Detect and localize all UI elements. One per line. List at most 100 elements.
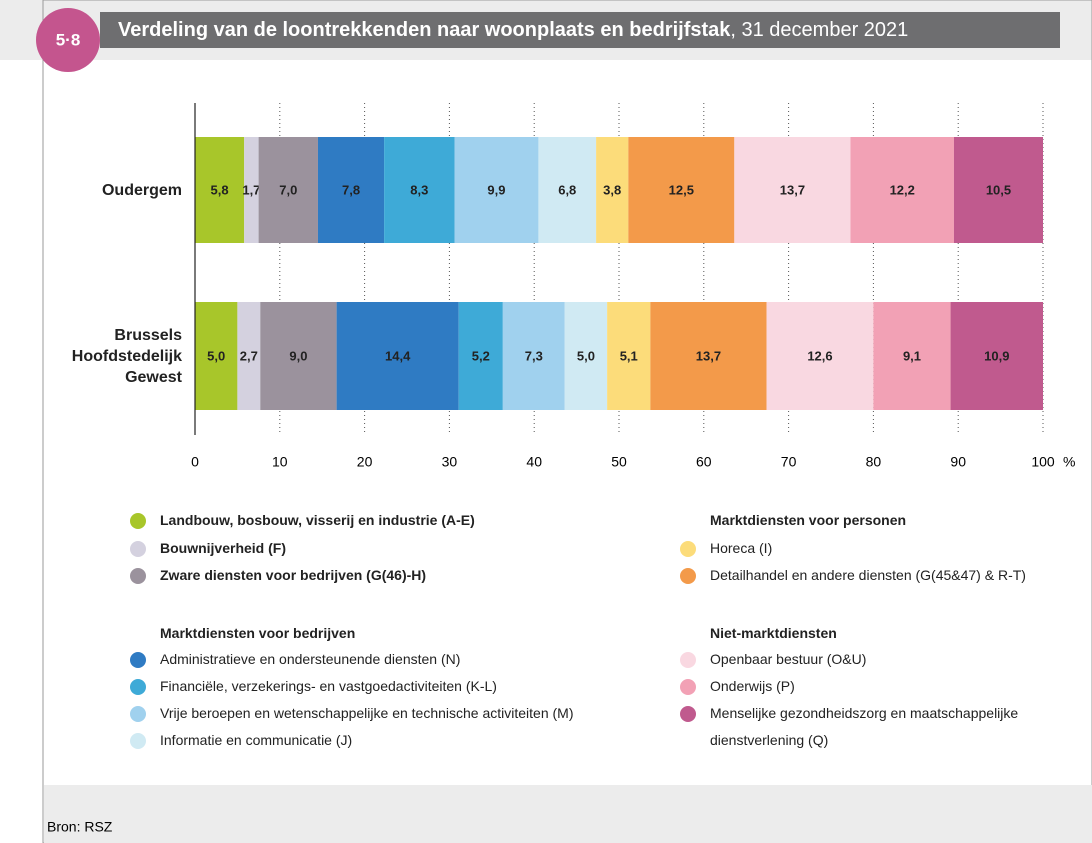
bar-segment [564,302,608,410]
x-tick-label: 10 [272,454,288,470]
bar-segment [244,137,259,243]
legend-label: Onderwijs (P) [710,678,795,694]
bar-segment [953,137,1043,243]
value-label: 13,7 [780,182,805,197]
x-tick-label: 80 [866,454,882,470]
value-label: 2,7 [240,348,258,363]
value-label: 1,7 [242,182,260,197]
x-tick-label: 30 [442,454,458,470]
title-bar [100,12,1060,48]
value-label: 12,6 [807,348,832,363]
value-label: 13,7 [696,348,721,363]
title-suffix: , 31 december 2021 [730,19,908,41]
bar-segment [596,137,629,243]
x-tick-label: 20 [357,454,373,470]
x-unit: % [1063,454,1075,470]
value-label: 5,1 [620,348,638,363]
value-label: 9,9 [487,182,505,197]
legend-swatch [680,568,696,584]
value-label: 14,4 [385,348,411,363]
value-label: 5,0 [207,348,225,363]
bar-segment [734,137,851,243]
bar-segment [873,302,951,410]
bar-segment [766,302,874,410]
figure-number: 5·8 [56,30,81,49]
bar-segment [458,302,503,410]
legend-label: Bouwnijverheid (F) [160,540,286,556]
x-tick-label: 70 [781,454,797,470]
chart-title: Verdeling van de loontrekkenden naar woo… [118,19,908,41]
bar-segment [650,302,767,410]
title-main: Verdeling van de loontrekkenden naar woo… [118,19,731,41]
bar-segment [260,302,337,410]
value-label: 5,2 [472,348,490,363]
legend-label: Vrije beroepen en wetenschappelijke en t… [160,705,574,721]
bar-segment [317,137,385,243]
value-label: 10,5 [986,182,1011,197]
value-label: 6,8 [558,182,576,197]
legend-swatch [680,706,696,722]
legend-label: Informatie en communicatie (J) [160,732,353,748]
footer-band [44,785,1092,843]
x-tick-label: 100 [1031,454,1055,470]
bar-segment [850,137,954,243]
category-label: Oudergem [101,181,182,199]
bar-segment [195,137,245,243]
bar-segment [538,137,597,243]
legend-swatch [130,706,146,722]
bar-segment [950,302,1043,410]
legend-swatch [130,513,146,529]
value-label: 7,8 [342,182,360,197]
legend-swatch [130,733,146,749]
legend-group-title: Marktdiensten voor personen [710,512,907,528]
category-label: Brussels Hoofdstedelijk Gewest [71,326,182,386]
legend-swatch [130,679,146,695]
bar-segment [195,302,238,410]
legend-label: Detailhandel en andere diensten (G(45&47… [710,567,1026,583]
legend-label: Horeca (I) [710,540,773,556]
bar-segment [502,302,565,410]
bar-segment [384,137,455,243]
legend-label: Financiële, verzekerings- en vastgoedact… [160,678,497,694]
value-label: 7,3 [525,348,543,363]
legend-swatch [680,541,696,557]
value-label: 10,9 [984,348,1009,363]
legend-group-title: Marktdiensten voor bedrijven [160,625,356,641]
value-label: 12,2 [890,182,915,197]
frame [42,0,1092,843]
badge [36,8,100,72]
legend-swatch [680,652,696,668]
source: Bron: RSZ [47,819,113,835]
x-tick-label: 60 [696,454,712,470]
legend-label: Landbouw, bosbouw, visserij en industrie… [160,512,475,528]
x-tick-label: 90 [950,454,966,470]
legend-label: Menselijke gezondheidszorg en maatschapp… [710,705,1019,748]
legend-swatch [130,541,146,557]
x-tick-label: 50 [611,454,627,470]
x-tick-label: 0 [191,454,199,470]
bar-segment [258,137,318,243]
value-label: 5,0 [577,348,595,363]
value-label: 7,0 [279,182,297,197]
legend-label: Zware diensten voor bedrijven (G(46)-H) [160,567,427,583]
value-label: 8,3 [410,182,428,197]
value-label: 3,8 [603,182,621,197]
x-tick-label: 40 [526,454,542,470]
legend-swatch [680,679,696,695]
value-label: 12,5 [669,182,694,197]
legend-label: Administratieve en ondersteunende dienst… [160,651,461,667]
value-label: 9,0 [289,348,307,363]
value-label: 5,8 [211,182,229,197]
bar-segment [628,137,735,243]
legend-group-title: Niet-marktdiensten [710,625,837,641]
bar-segment [336,302,459,410]
bar-segment [237,302,261,410]
bar-segment [607,302,651,410]
legend-swatch [130,568,146,584]
bar-segment [454,137,539,243]
value-label: 9,1 [903,348,921,363]
legend-label: Openbaar bestuur (O&U) [710,651,867,667]
legend-swatch [130,652,146,668]
